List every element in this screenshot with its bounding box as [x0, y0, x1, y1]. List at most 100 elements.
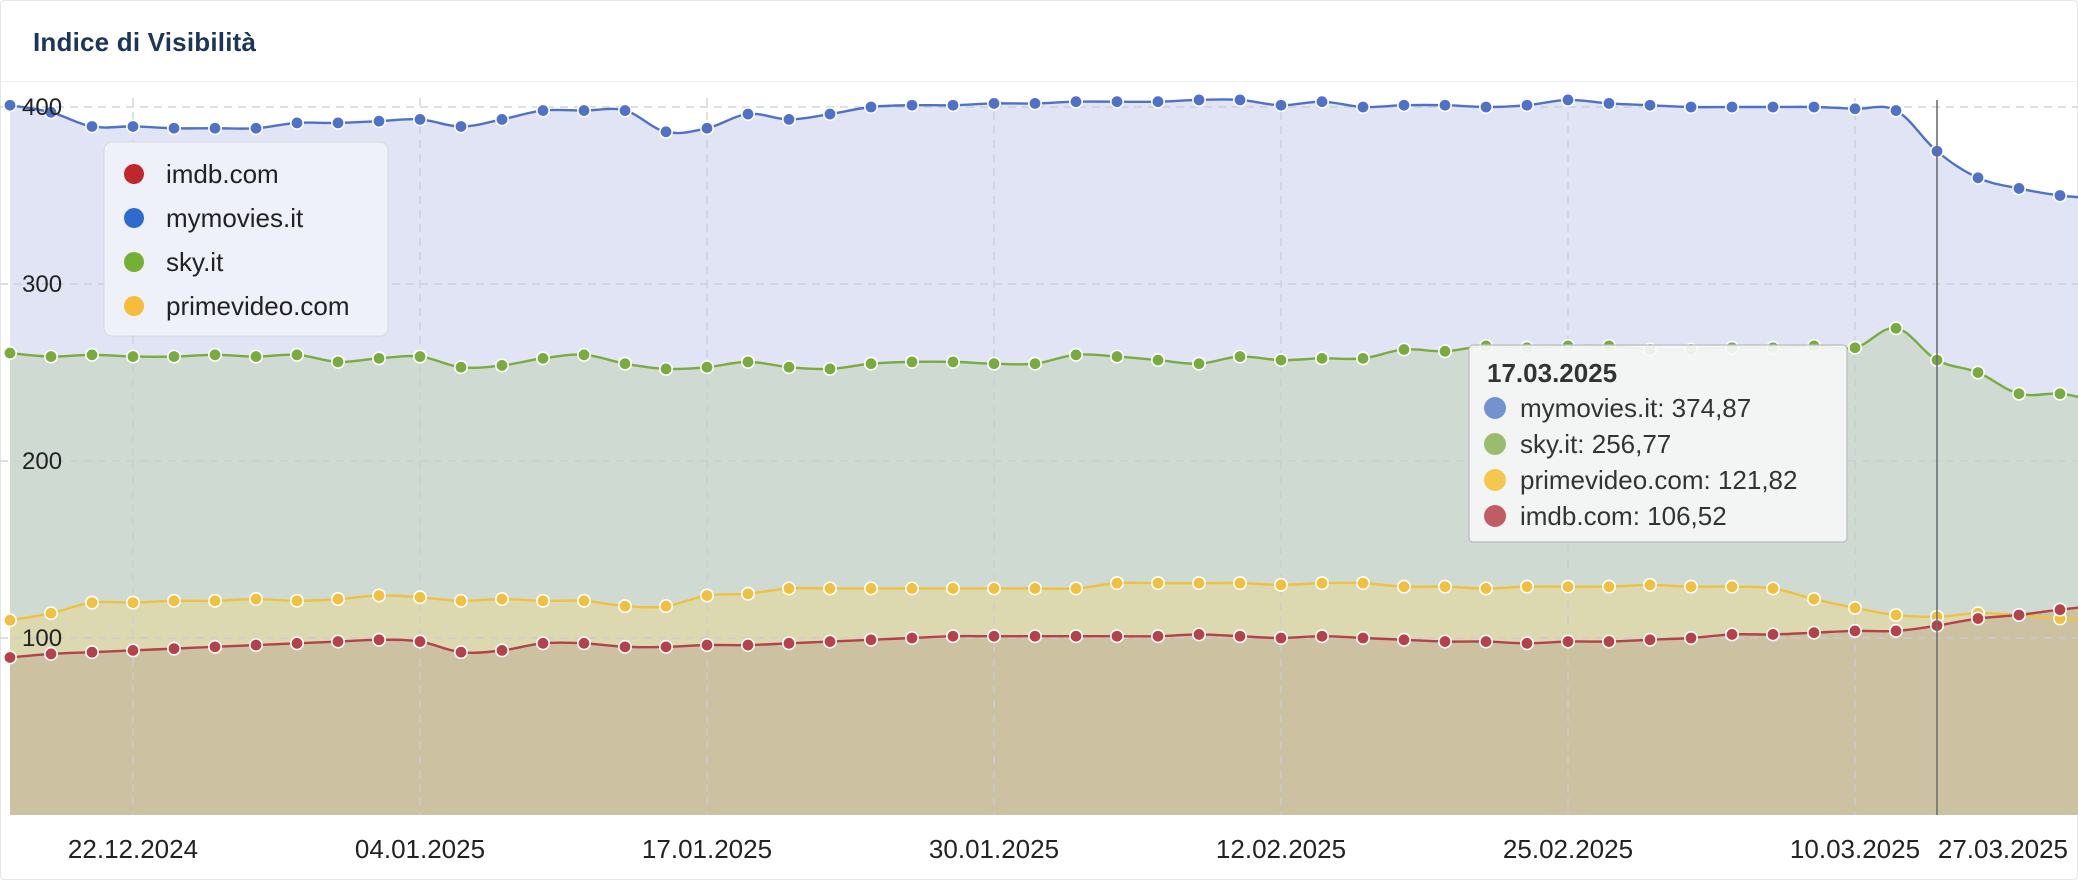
data-point[interactable]: [1274, 353, 1289, 368]
data-point[interactable]: [167, 593, 182, 608]
data-point[interactable]: [1233, 349, 1248, 364]
data-point[interactable]: [494, 592, 509, 607]
data-point[interactable]: [1889, 321, 1904, 336]
data-point[interactable]: [740, 107, 755, 122]
data-point[interactable]: [699, 121, 714, 136]
data-point[interactable]: [1356, 100, 1371, 115]
data-point[interactable]: [1971, 611, 1986, 626]
legend-item-sky-it[interactable]: sky.it: [124, 247, 224, 277]
data-point[interactable]: [85, 347, 100, 362]
data-point[interactable]: [167, 349, 182, 364]
data-point[interactable]: [617, 103, 632, 118]
data-point[interactable]: [453, 593, 468, 608]
data-point[interactable]: [1479, 100, 1494, 115]
data-point[interactable]: [1561, 579, 1576, 594]
data-point[interactable]: [1069, 581, 1084, 596]
data-point[interactable]: [535, 103, 550, 118]
data-point[interactable]: [781, 581, 796, 596]
data-point[interactable]: [1192, 92, 1207, 107]
legend-item-primevideo-com[interactable]: primevideo.com: [124, 291, 350, 321]
data-point[interactable]: [1356, 576, 1371, 591]
data-point[interactable]: [412, 590, 427, 605]
data-point[interactable]: [1397, 579, 1412, 594]
data-point[interactable]: [2012, 386, 2027, 401]
data-point[interactable]: [1848, 101, 1863, 116]
data-point[interactable]: [1110, 576, 1125, 591]
data-point[interactable]: [85, 595, 100, 610]
data-point[interactable]: [371, 588, 386, 603]
data-point[interactable]: [3, 346, 17, 361]
data-point[interactable]: [1356, 351, 1371, 366]
data-point[interactable]: [1684, 630, 1699, 645]
data-point[interactable]: [1479, 634, 1494, 649]
data-point[interactable]: [126, 119, 141, 134]
data-point[interactable]: [1438, 579, 1453, 594]
data-point[interactable]: [167, 121, 182, 136]
data-point[interactable]: [986, 629, 1001, 644]
data-point[interactable]: [699, 588, 714, 603]
data-point[interactable]: [1233, 576, 1248, 591]
data-point[interactable]: [617, 599, 632, 614]
data-point[interactable]: [2053, 188, 2068, 203]
data-point[interactable]: [126, 349, 141, 364]
data-point[interactable]: [249, 121, 264, 136]
data-point[interactable]: [1643, 98, 1658, 113]
series-points[interactable]: [3, 92, 2078, 665]
data-point[interactable]: [1151, 353, 1166, 368]
data-point[interactable]: [208, 639, 223, 654]
data-point[interactable]: [945, 354, 960, 369]
data-point[interactable]: [43, 105, 58, 120]
data-point[interactable]: [1684, 579, 1699, 594]
data-point[interactable]: [945, 581, 960, 596]
data-point[interactable]: [1438, 634, 1453, 649]
data-point[interactable]: [85, 119, 100, 134]
data-point[interactable]: [453, 645, 468, 660]
data-point[interactable]: [1397, 98, 1412, 113]
data-point[interactable]: [535, 351, 550, 366]
data-point[interactable]: [1971, 365, 1986, 380]
data-point[interactable]: [1192, 356, 1207, 371]
data-point[interactable]: [1848, 600, 1863, 615]
data-point[interactable]: [494, 112, 509, 127]
data-point[interactable]: [699, 638, 714, 653]
data-point[interactable]: [2012, 181, 2027, 196]
data-point[interactable]: [330, 115, 345, 130]
data-point[interactable]: [617, 356, 632, 371]
data-point[interactable]: [3, 650, 17, 665]
chart-legend[interactable]: imdb.com mymovies.it sky.it primevideo.com: [103, 141, 389, 337]
data-point[interactable]: [1602, 579, 1617, 594]
data-point[interactable]: [1848, 340, 1863, 355]
data-point[interactable]: [1807, 100, 1822, 115]
data-point[interactable]: [1643, 632, 1658, 647]
legend-item-mymovies-it[interactable]: mymovies.it: [124, 203, 304, 233]
data-point[interactable]: [371, 114, 386, 129]
data-point[interactable]: [658, 639, 673, 654]
data-point[interactable]: [412, 349, 427, 364]
data-point[interactable]: [1479, 581, 1494, 596]
data-point[interactable]: [1397, 632, 1412, 647]
data-point[interactable]: [289, 636, 304, 651]
data-point[interactable]: [1151, 576, 1166, 591]
data-point[interactable]: [699, 360, 714, 375]
data-point[interactable]: [617, 639, 632, 654]
data-point[interactable]: [330, 634, 345, 649]
data-point[interactable]: [863, 581, 878, 596]
data-point[interactable]: [576, 103, 591, 118]
data-point[interactable]: [1028, 96, 1043, 111]
data-point[interactable]: [781, 636, 796, 651]
data-point[interactable]: [1725, 100, 1740, 115]
data-point[interactable]: [576, 347, 591, 362]
data-point[interactable]: [2053, 386, 2068, 401]
data-point[interactable]: [1766, 581, 1781, 596]
data-point[interactable]: [1643, 577, 1658, 592]
data-point[interactable]: [43, 606, 58, 621]
data-point[interactable]: [1807, 625, 1822, 640]
data-point[interactable]: [1520, 636, 1535, 651]
data-point[interactable]: [1110, 94, 1125, 109]
data-point[interactable]: [1561, 92, 1576, 107]
data-point[interactable]: [330, 354, 345, 369]
data-point[interactable]: [822, 634, 837, 649]
data-point[interactable]: [3, 98, 17, 113]
data-point[interactable]: [126, 595, 141, 610]
data-point[interactable]: [371, 351, 386, 366]
